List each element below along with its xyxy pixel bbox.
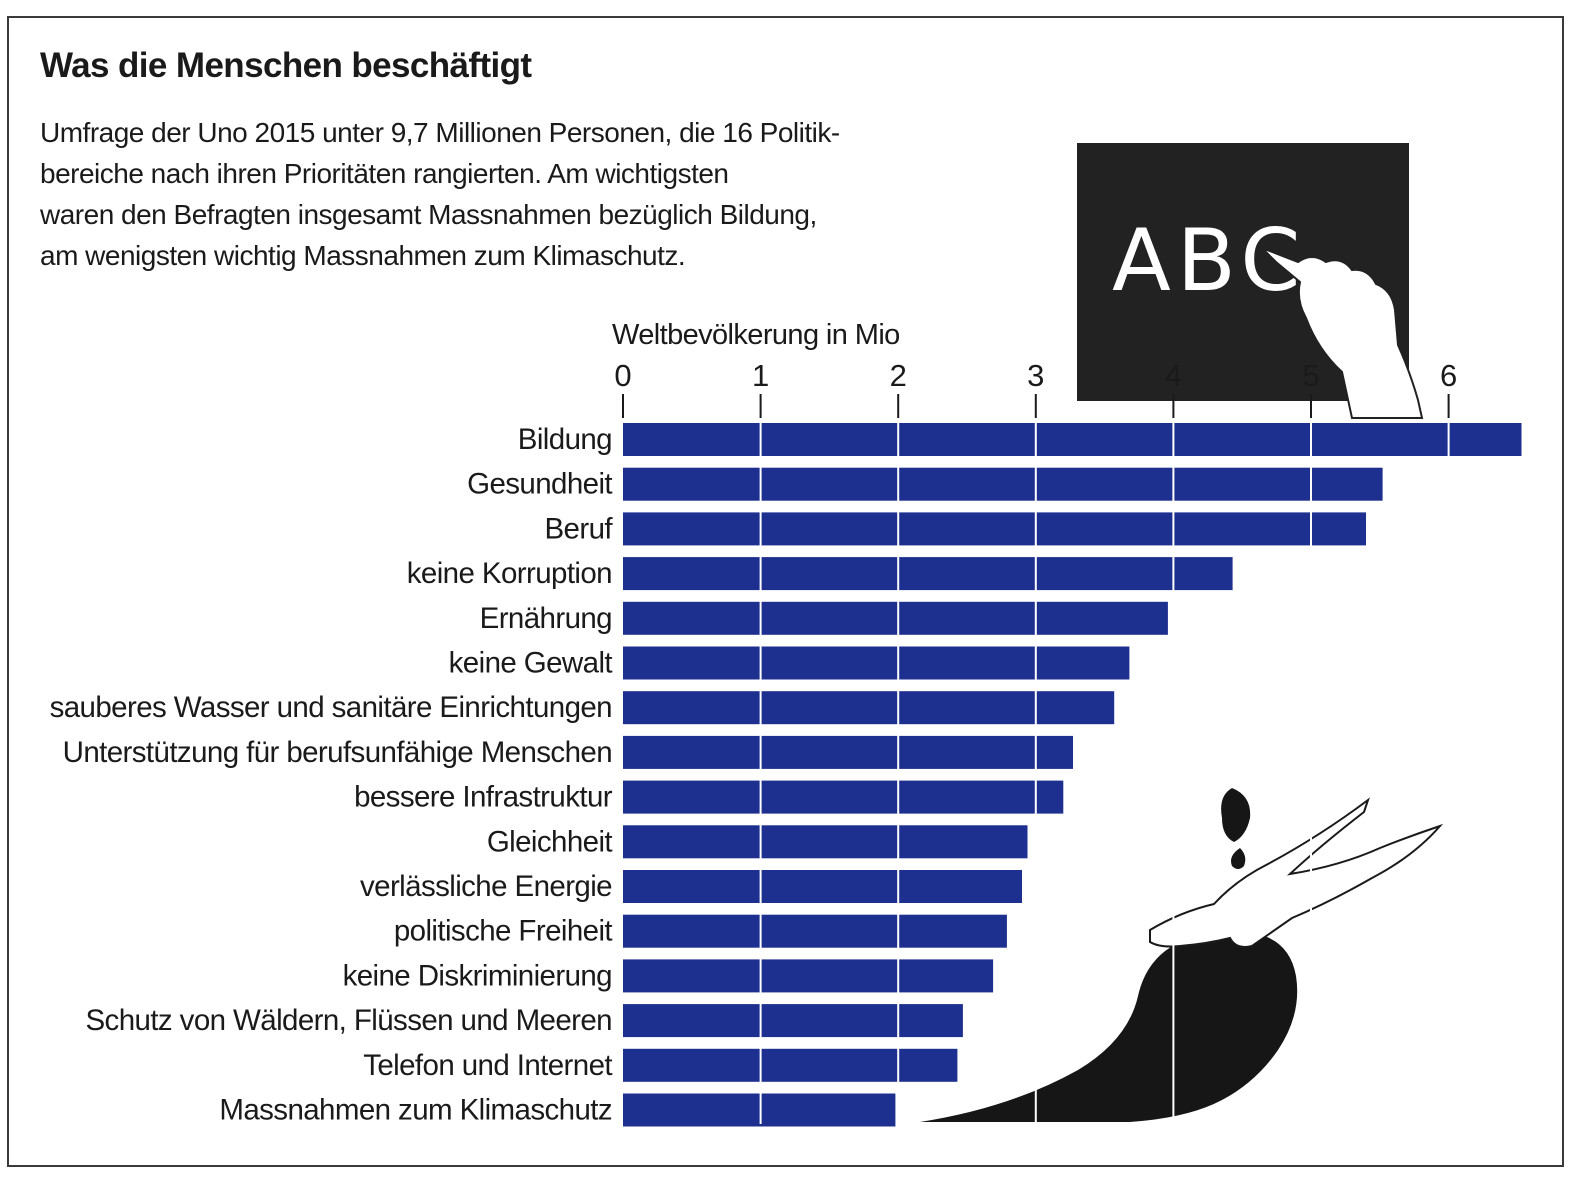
- tick-label: 6: [1440, 358, 1457, 393]
- subtitle-line: waren den Befragten insgesamt Massnahmen…: [40, 199, 817, 230]
- bar: [623, 914, 1007, 948]
- bar: [623, 735, 1073, 769]
- hand-icon: [1149, 797, 1444, 948]
- bar: [623, 423, 1522, 456]
- category-label: Unterstützung für berufsunfähige Mensche…: [63, 736, 612, 769]
- category-label: Telefon und Internet: [363, 1049, 612, 1082]
- gridlines: [759, 404, 1450, 1124]
- chart-subtitle: Umfrage der Uno 2015 unter 9,7 Millionen…: [40, 112, 920, 276]
- category-label: keine Korruption: [407, 557, 612, 590]
- category-label: Beruf: [544, 512, 613, 545]
- tick-label: 0: [614, 358, 631, 393]
- chart-title: Was die Menschen beschäftigt: [40, 46, 532, 85]
- bar: [623, 870, 1022, 903]
- x-axis-ticks: 0 1 2 3 4 5 6: [614, 358, 1457, 418]
- tick-label: 1: [752, 358, 769, 393]
- category-label: keine Diskriminierung: [343, 959, 612, 992]
- oil-spill-icon: [920, 931, 1298, 1122]
- category-label: sauberes Wasser und sanitäre Einrichtung…: [50, 691, 612, 724]
- bar: [623, 1004, 963, 1038]
- category-label: keine Gewalt: [449, 647, 613, 680]
- bar: [623, 601, 1168, 635]
- blackboard-chalk-hand-icon: ABC: [1077, 143, 1424, 419]
- category-label: verlässliche Energie: [360, 870, 612, 903]
- category-label: bessere Infrastruktur: [354, 781, 613, 814]
- tick-label: 2: [890, 358, 907, 393]
- category-label: Bildung: [518, 423, 612, 456]
- tick-label: 3: [1027, 358, 1044, 393]
- bar: [623, 512, 1366, 546]
- subtitle-line: Umfrage der Uno 2015 unter 9,7 Millionen…: [40, 117, 840, 148]
- category-label: Schutz von Wäldern, Flüssen und Meeren: [85, 1004, 612, 1037]
- bar: [623, 1048, 958, 1082]
- category-label: Gesundheit: [467, 468, 612, 501]
- bar: [623, 557, 1233, 591]
- category-label: Massnahmen zum Klimaschutz: [219, 1094, 612, 1127]
- tick-label: 5: [1302, 358, 1319, 393]
- plot-area: Weltbevölkerung in Mio 0 1 2 3 4 5 6 Bildung Ge…: [50, 319, 1522, 1127]
- category-labels: Bildung Gesundheit Beruf keine Korruption Er…: [50, 423, 614, 1127]
- subtitle-line: am wenigsten wichtig Massnahmen zum Klim…: [40, 240, 686, 271]
- bar: [623, 1093, 896, 1127]
- bar: [623, 780, 1064, 814]
- category-label: politische Freiheit: [394, 915, 613, 948]
- category-label: Gleichheit: [487, 825, 613, 858]
- bar: [623, 467, 1383, 501]
- oil-spill-hands-icon: [920, 788, 1444, 1122]
- bar: [623, 825, 1028, 859]
- bar: [623, 646, 1130, 680]
- bars: [623, 423, 1522, 1127]
- subtitle-line: bereiche nach ihren Prioritäten rangiert…: [40, 158, 729, 189]
- bar: [623, 691, 1115, 725]
- x-axis-title: Weltbevölkerung in Mio: [612, 319, 900, 351]
- tick-label: 4: [1165, 358, 1182, 393]
- category-label: Ernährung: [480, 602, 612, 635]
- blackboard-text: ABC: [1112, 211, 1306, 311]
- hand-icon: [1261, 247, 1424, 419]
- bar: [623, 959, 994, 993]
